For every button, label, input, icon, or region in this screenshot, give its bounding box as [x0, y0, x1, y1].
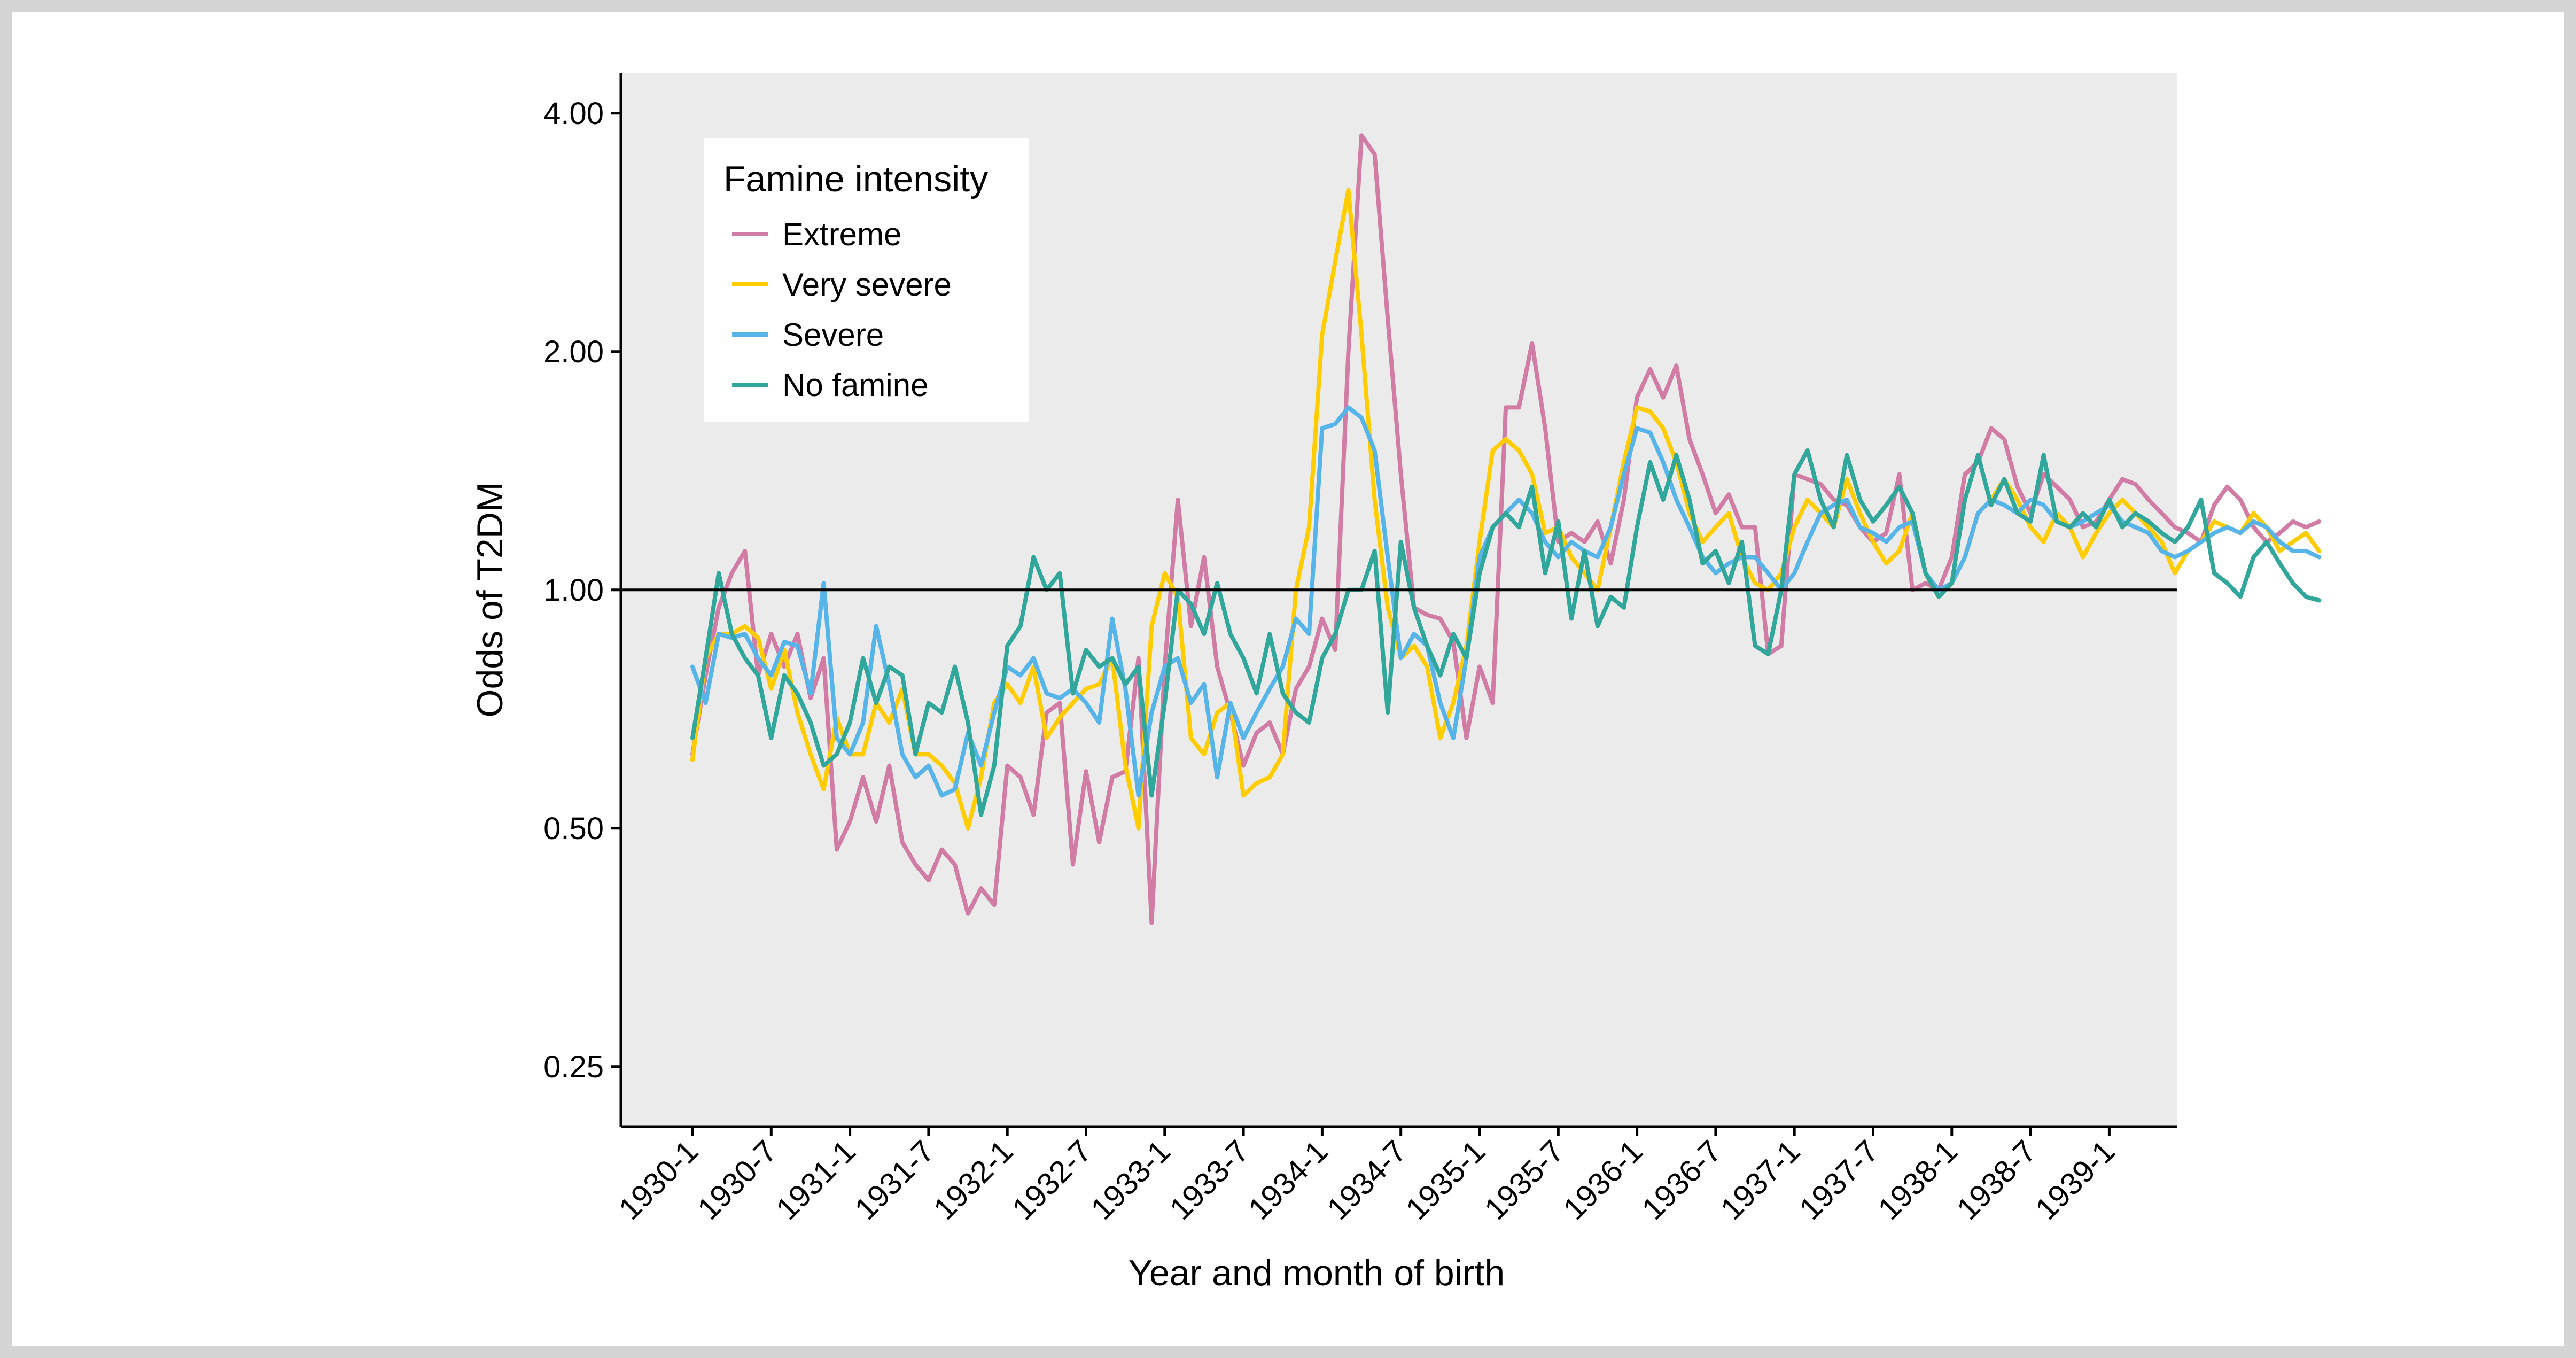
- legend-items: Extreme Very severe Severe No famine: [732, 216, 952, 403]
- x-tick-label: 1931-1: [769, 1134, 862, 1227]
- x-tick-label: 1937-7: [1793, 1134, 1886, 1227]
- legend-label: Severe: [782, 317, 884, 353]
- x-tick-label: 1932-7: [1006, 1134, 1099, 1227]
- y-tick-label: 0.50: [543, 811, 604, 846]
- legend-box: [704, 138, 1029, 422]
- x-tick-label: 1933-1: [1084, 1134, 1177, 1227]
- x-axis-title: Year and month of birth: [1129, 1253, 1505, 1293]
- x-tick-label: 1934-1: [1242, 1134, 1335, 1227]
- legend-label: Very severe: [782, 267, 952, 302]
- series-line-very-severe: [690, 188, 2322, 831]
- x-tick-label: 1939-1: [2029, 1134, 2122, 1227]
- series-line-no-famine: [690, 448, 2322, 817]
- x-tick-label: 1932-1: [927, 1134, 1020, 1227]
- x-tick-label: 1938-7: [1950, 1134, 2043, 1227]
- legend-label: No famine: [782, 367, 928, 403]
- legend: Famine intensity Extreme Very severe Sever…: [704, 138, 1029, 422]
- x-tick-label: 1930-7: [691, 1134, 784, 1227]
- x-tick-label: 1935-1: [1399, 1134, 1492, 1227]
- x-tick-label: 1936-1: [1557, 1134, 1649, 1227]
- y-tick-label: 0.25: [543, 1050, 604, 1084]
- y-tick-label: 2.00: [543, 335, 604, 369]
- x-tick-label: 1936-7: [1635, 1134, 1728, 1227]
- x-tick-label: 1937-1: [1714, 1134, 1807, 1227]
- legend-title: Famine intensity: [723, 159, 988, 199]
- x-axis-ticks: 1930-11930-71931-11931-71932-11932-71933…: [612, 1127, 2122, 1227]
- x-tick-label: 1934-7: [1320, 1134, 1413, 1227]
- x-tick-label: 1933-7: [1163, 1134, 1256, 1227]
- x-tick-label: 1930-1: [612, 1134, 705, 1227]
- x-tick-label: 1938-1: [1871, 1134, 1964, 1227]
- y-tick-label: 4.00: [543, 96, 604, 131]
- series-layer: [690, 133, 2322, 925]
- y-axis-title: Odds of T2DM: [470, 482, 510, 718]
- x-tick-label: 1931-7: [848, 1134, 941, 1227]
- y-tick-label: 1.00: [543, 573, 604, 608]
- legend-label: Extreme: [782, 216, 901, 252]
- x-tick-label: 1935-7: [1478, 1134, 1571, 1227]
- y-axis-ticks: 0.25 0.50 1.00 2.00 4.00: [543, 96, 621, 1084]
